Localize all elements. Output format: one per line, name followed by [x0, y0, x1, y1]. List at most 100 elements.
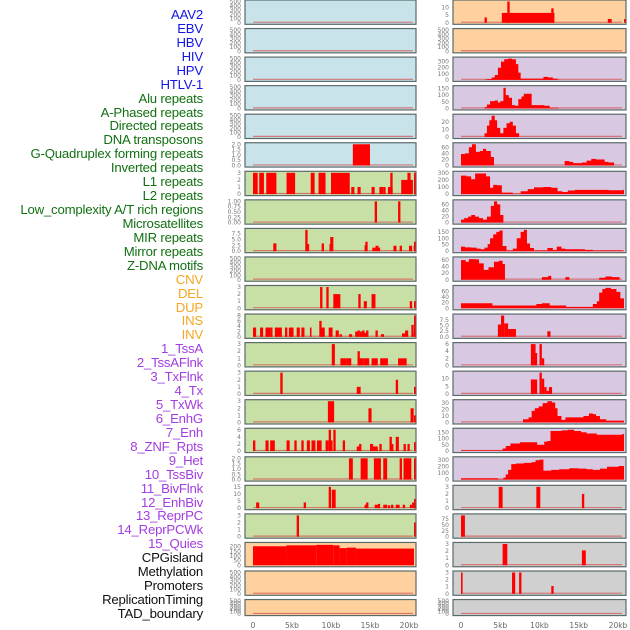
data-bar	[414, 522, 416, 537]
track-label: 15_Quies	[148, 536, 203, 552]
y-tick-label: 0	[445, 20, 449, 27]
track-label: Inverted repeats	[110, 160, 203, 176]
y-tick-label: 0	[237, 448, 241, 455]
track-label: Alu repeats	[138, 90, 203, 106]
y-tick-label: 2	[445, 577, 449, 584]
y-tick-label: 40	[441, 294, 449, 301]
data-bar	[461, 515, 465, 537]
data-bar	[409, 504, 413, 509]
left-panel: 0.02.55.07.5	[231, 227, 417, 255]
y-tick-label: 100	[230, 44, 242, 51]
track-label: EBV	[177, 20, 203, 36]
data-bar	[266, 172, 277, 195]
track-label: 6_EnhG	[155, 410, 203, 426]
data-bar	[274, 327, 282, 337]
y-tick-label: 20	[441, 156, 449, 163]
y-tick-label: 3	[445, 541, 449, 548]
y-tick-label: 400	[230, 88, 242, 95]
y-tick-label: 1	[237, 298, 241, 305]
data-area	[461, 259, 623, 280]
y-tick-label: 200	[230, 40, 242, 47]
data-bar	[401, 333, 406, 337]
track-label: 8_ZNF_Rpts	[130, 438, 203, 454]
track-label: 13_ReprPC	[135, 508, 203, 524]
data-bar	[330, 440, 333, 452]
y-tick-label: 0.0	[439, 334, 449, 341]
data-bar	[395, 504, 400, 509]
panel-background	[244, 113, 417, 140]
y-tick-label: 100	[230, 16, 242, 23]
panel-background	[244, 570, 417, 596]
data-bar	[377, 247, 381, 252]
y-tick-label: 3	[237, 370, 241, 377]
track-label: AAV2	[171, 7, 203, 22]
y-tick-label: 40	[441, 150, 449, 157]
data-area	[461, 459, 624, 480]
data-bar	[484, 17, 487, 23]
y-tick-label: 0	[445, 534, 449, 541]
y-tick-label: 400	[438, 31, 450, 38]
y-tick-label: 400	[230, 3, 242, 10]
y-tick-label: 0.25	[228, 214, 242, 221]
y-tick-label: 3	[237, 398, 241, 405]
data-bar	[306, 440, 310, 452]
data-bar	[351, 187, 355, 195]
y-tick-label: 200	[438, 464, 450, 471]
y-tick-label: 2	[237, 348, 241, 355]
y-tick-label: 500	[230, 598, 242, 605]
data-bar	[325, 440, 329, 452]
data-bar	[346, 547, 356, 566]
y-tick-label: 0.0	[231, 248, 241, 255]
data-bar	[414, 245, 416, 252]
track-label: DUP	[175, 299, 203, 315]
y-tick-label: 0.5	[231, 471, 241, 478]
y-tick-label: 0	[237, 277, 241, 284]
data-bar	[331, 489, 336, 509]
y-tick-label: 1.5	[231, 461, 241, 468]
y-tick-label: 0	[237, 591, 241, 598]
left-panel: 0.00.51.01.52.0	[231, 455, 417, 484]
data-bar	[414, 386, 416, 394]
data-bar	[286, 172, 296, 195]
data-bar	[294, 440, 297, 452]
data-bar	[501, 12, 555, 23]
y-tick-label: 1	[237, 384, 241, 391]
track-label: 5_TxWk	[155, 397, 203, 413]
data-bar	[364, 504, 367, 509]
data-bar	[286, 440, 290, 452]
y-tick-label: 300	[438, 170, 450, 177]
data-bar	[366, 502, 369, 509]
data-bar	[316, 544, 334, 566]
data-bar	[355, 331, 358, 337]
y-tick-label: 0	[237, 391, 241, 398]
data-bar	[374, 504, 380, 509]
track-label: Microsatellites	[122, 215, 203, 231]
data-bar	[371, 358, 378, 366]
x-tick-label: 10kb	[530, 621, 549, 630]
left-panel: 0.00.51.01.52.0	[231, 141, 417, 170]
data-bar	[536, 486, 541, 509]
x-tick-label: 5kb	[493, 621, 507, 630]
y-tick-label: 0	[445, 163, 449, 170]
track-label: 7_Enh	[165, 424, 203, 440]
track-label: 2_TssAFlnk	[136, 355, 203, 371]
data-bar	[305, 229, 308, 252]
data-bar	[551, 585, 554, 594]
panel-background	[244, 56, 417, 82]
data-bar	[356, 446, 360, 452]
track-label: 11_BivFlnk	[140, 480, 203, 496]
data-bar	[355, 548, 414, 566]
data-bar	[461, 572, 463, 594]
track-label: DNA transposons	[103, 132, 203, 148]
data-area	[461, 429, 624, 452]
data-area	[461, 144, 618, 166]
panel-background	[244, 256, 417, 282]
y-tick-label: 5	[445, 12, 449, 19]
y-tick-label: 200	[230, 582, 242, 589]
y-tick-label: 200	[438, 177, 450, 184]
